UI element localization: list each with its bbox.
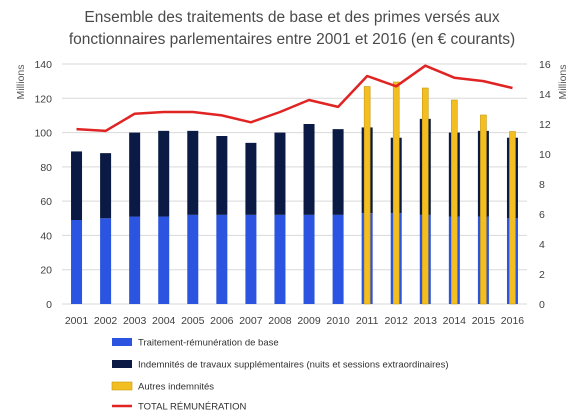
bar-base-2007 bbox=[245, 214, 257, 304]
bar-extra-2005 bbox=[187, 130, 199, 215]
bar-other-2012 bbox=[392, 81, 400, 305]
y2-tick-label: 0 bbox=[539, 299, 545, 311]
x-tick-label: 2009 bbox=[297, 315, 321, 327]
y-axis-label: Millions bbox=[15, 64, 27, 99]
y-tick-label: 80 bbox=[40, 162, 52, 174]
x-tick-label: 2011 bbox=[356, 315, 379, 327]
bar-other-2011 bbox=[363, 86, 371, 305]
x-tick-label: 2005 bbox=[181, 315, 205, 327]
x-tick-label: 2010 bbox=[326, 315, 350, 327]
y-tick-label: 20 bbox=[40, 265, 52, 277]
y2-tick-label: 10 bbox=[539, 149, 551, 161]
y-tick-label: 140 bbox=[34, 59, 52, 71]
bar-other-2016 bbox=[509, 131, 516, 305]
x-tick-label: 2006 bbox=[210, 315, 234, 327]
x-tick-label: 2007 bbox=[239, 315, 263, 327]
bar-base-2009 bbox=[303, 214, 315, 304]
y2-axis-ticks: 0 2 4 6 8 10 12 14 16 bbox=[539, 59, 551, 311]
bar-extra-2007 bbox=[245, 142, 257, 215]
legend-swatch bbox=[112, 360, 132, 368]
x-tick-label: 2008 bbox=[268, 315, 292, 327]
bar-base-2005 bbox=[187, 214, 199, 304]
bar-base-2008 bbox=[274, 214, 286, 304]
y-axis-ticks: 0 20 40 60 80 100 120 140 bbox=[34, 59, 52, 311]
y-tick-label: 100 bbox=[34, 128, 52, 140]
y2-tick-label: 8 bbox=[539, 179, 545, 191]
x-tick-label: 2016 bbox=[501, 315, 525, 327]
x-tick-label: 2003 bbox=[123, 315, 147, 327]
bar-other-2015 bbox=[480, 114, 487, 305]
legend-label: Indemnités de travaux supplémentaires (n… bbox=[138, 360, 449, 371]
bar-extra-2002 bbox=[100, 153, 112, 219]
bar-other-2013 bbox=[421, 87, 429, 305]
bar-base-2002 bbox=[100, 218, 112, 304]
bar-base-2001 bbox=[71, 220, 83, 304]
total-line bbox=[76, 64, 513, 133]
y-tick-label: 0 bbox=[46, 299, 52, 311]
legend-swatch bbox=[112, 338, 132, 346]
bar-extra-2003 bbox=[129, 132, 141, 217]
bar-extra-2010 bbox=[332, 129, 344, 215]
bar-extra-2006 bbox=[216, 136, 228, 215]
chart-title-line-1: Ensemble des traitements de base et des … bbox=[84, 9, 500, 26]
y2-tick-label: 14 bbox=[539, 89, 551, 101]
y2-tick-label: 4 bbox=[539, 239, 545, 251]
y-tick-label: 60 bbox=[40, 196, 52, 208]
x-tick-label: 2014 bbox=[443, 315, 467, 327]
y2-tick-label: 12 bbox=[539, 119, 551, 131]
y2-tick-label: 2 bbox=[539, 269, 545, 281]
legend: Traitement-rémunération de base Indemnité… bbox=[111, 338, 449, 413]
bar-extra-2009 bbox=[303, 124, 315, 215]
y2-tick-label: 6 bbox=[539, 209, 545, 221]
bar-base-2003 bbox=[129, 216, 141, 304]
y2-tick-label: 16 bbox=[539, 59, 551, 71]
bar-extra-2008 bbox=[274, 132, 286, 215]
x-tick-label: 2001 bbox=[65, 315, 89, 327]
legend-label: Traitement-rémunération de base bbox=[138, 338, 279, 349]
bar-extra-2004 bbox=[158, 130, 170, 217]
other-indemnities-bars bbox=[363, 81, 516, 305]
total-line-path bbox=[76, 64, 513, 133]
legend-label: Autres indemnités bbox=[138, 382, 214, 393]
bar-base-2006 bbox=[216, 214, 228, 304]
x-axis-ticks: 2001 2002 2003 2004 2005 2006 2007 2008 2009 2010… bbox=[65, 315, 524, 327]
legend-swatch bbox=[111, 381, 133, 391]
y-tick-label: 40 bbox=[40, 230, 52, 242]
x-tick-label: 2013 bbox=[414, 315, 438, 327]
y2-axis-label: Millions bbox=[557, 64, 569, 99]
bar-extra-2001 bbox=[71, 151, 83, 220]
x-tick-label: 2012 bbox=[385, 315, 409, 327]
bar-other-2014 bbox=[451, 99, 458, 305]
legend-label: TOTAL RÉMUNÉRATION bbox=[138, 402, 247, 413]
x-tick-label: 2015 bbox=[472, 315, 496, 327]
stacked-bars bbox=[71, 118, 518, 304]
chart-title-line-2: fonctionnaires parlementaires entre 2001… bbox=[69, 31, 515, 48]
bar-base-2010 bbox=[332, 214, 344, 304]
x-tick-label: 2004 bbox=[152, 315, 176, 327]
bar-base-2004 bbox=[158, 216, 170, 304]
x-tick-label: 2002 bbox=[94, 315, 118, 327]
y-tick-label: 120 bbox=[34, 93, 52, 105]
